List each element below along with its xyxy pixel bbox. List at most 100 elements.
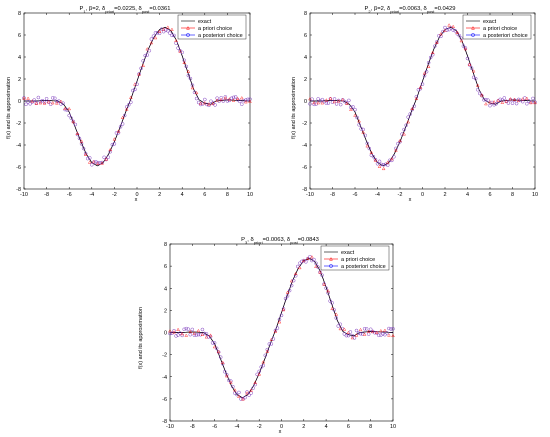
marker-a-priori [391,333,395,337]
y-tick-label: 4 [18,55,21,61]
marker-a-priori [285,290,290,294]
legend-triangle-icon [329,257,333,261]
marker-a-posteriori [263,353,268,358]
marker-a-priori [235,96,240,100]
marker-a-posteriori [418,86,423,91]
marker-a-posteriori [285,294,290,298]
marker-a-posteriori [243,395,247,400]
title-part: post [427,9,435,14]
legend-circle-icon [329,264,333,268]
marker-a-priori [330,306,334,310]
marker-a-posteriori [364,327,369,331]
marker-a-posteriori [287,288,292,293]
marker-a-posteriori [217,99,221,103]
marker-a-posteriori [293,274,298,278]
marker-a-priori [212,345,217,349]
marker-a-posteriori [198,332,203,337]
marker-a-posteriori [308,255,312,259]
x-tick-label: 6 [203,192,206,198]
marker-a-priori [377,164,382,168]
marker-a-posteriori [279,313,284,318]
marker-a-posteriori [69,116,73,121]
marker-a-posteriori [240,102,244,106]
marker-a-priori [176,327,180,331]
marker-a-posteriori [291,278,296,283]
marker-a-posteriori [135,82,139,86]
marker-a-priori [120,115,125,119]
marker-a-posteriori [328,299,332,303]
marker-a-posteriori [210,341,215,345]
marker-a-posteriori [110,142,115,147]
marker-a-posteriori [227,98,232,103]
marker-a-priori [59,99,63,103]
marker-a-priori [320,101,325,105]
marker-a-priori [257,372,261,376]
y-tick-label: 8 [18,11,21,17]
marker-a-posteriori [275,326,280,330]
marker-a-priori [182,60,186,64]
y-tick-label: 2 [304,77,307,83]
title-part: P [241,237,245,243]
x-tick-label: 10 [532,192,538,198]
marker-a-posteriori [38,99,43,104]
title-part: priori [390,9,399,14]
marker-a-posteriori [182,58,186,63]
marker-a-posteriori [465,56,470,61]
marker-a-posteriori [26,100,30,104]
marker-a-priori [512,97,517,101]
marker-a-priori [318,270,322,274]
marker-a-posteriori [242,98,246,103]
marker-a-posteriori [457,33,462,38]
marker-a-priori [261,360,265,364]
marker-a-posteriori [184,64,189,69]
marker-a-posteriori [326,101,331,105]
marker-a-priori [361,130,365,134]
y-tick-label: 8 [164,242,167,248]
marker-a-priori [373,158,378,162]
marker-a-posteriori [200,327,205,332]
marker-a-priori [475,83,480,87]
x-tick-label: 6 [347,424,350,430]
x-tick-label: 10 [390,424,396,430]
marker-a-posteriori [381,332,385,336]
marker-a-priori [273,329,278,333]
marker-a-posteriori [392,155,396,159]
marker-a-posteriori [186,327,190,331]
marker-a-posteriori [402,127,406,132]
marker-a-priori [38,101,43,105]
marker-a-posteriori [295,264,300,269]
marker-a-posteriori [153,31,158,35]
marker-a-posteriori [525,101,529,106]
marker-a-posteriori [90,163,94,167]
marker-a-posteriori [358,331,363,336]
legend-entry-label: exact [483,19,497,25]
marker-a-posteriori [249,391,253,395]
marker-a-posteriori [389,327,393,331]
marker-a-priori [149,41,154,45]
marker-a-priori [233,388,237,392]
marker-a-priori [508,97,513,101]
marker-a-posteriori [304,260,308,264]
marker-a-posteriori [357,123,361,127]
marker-a-posteriori [261,363,265,368]
marker-a-posteriori [271,337,276,341]
marker-a-posteriori [219,96,223,100]
marker-a-posteriori [44,96,49,101]
marker-a-posteriori [390,158,394,163]
y-tick-label: 2 [164,308,167,314]
marker-a-posteriori [428,55,433,60]
marker-a-posteriori [371,154,376,159]
marker-a-posteriori [396,141,400,146]
x-tick-label: 4 [325,424,328,430]
marker-a-posteriori [480,93,484,98]
marker-a-priori [253,380,257,384]
marker-a-posteriori [114,131,119,135]
marker-a-posteriori [170,33,174,38]
marker-a-priori [186,69,191,73]
y-tick-label: -8 [302,187,307,193]
marker-a-posteriori [347,98,351,103]
marker-a-posteriori [147,48,152,53]
